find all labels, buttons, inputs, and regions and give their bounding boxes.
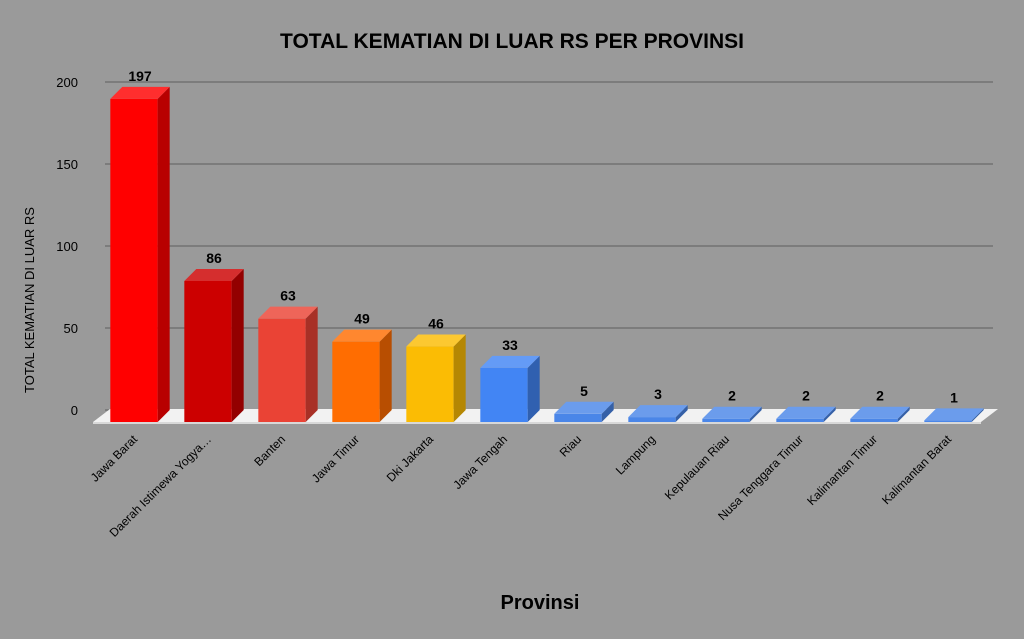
bar-front — [702, 418, 750, 422]
x-tick-label: Lampung — [613, 432, 658, 477]
bar-top — [110, 86, 170, 99]
bar — [258, 306, 318, 422]
bar-side — [601, 401, 614, 422]
y-tick-label: 50 — [64, 321, 78, 336]
chart-floor — [93, 409, 998, 424]
data-label: 5 — [580, 383, 588, 399]
x-tick-label: Nusa Tenggara Timur — [715, 432, 806, 523]
x-tick-label: Jawa Barat — [88, 432, 141, 485]
data-label: 63 — [280, 288, 296, 304]
data-label: 2 — [802, 388, 810, 404]
data-label: 2 — [728, 388, 736, 404]
bar — [850, 406, 910, 422]
bar-top — [628, 405, 688, 418]
chart-title: TOTAL KEMATIAN DI LUAR RS PER PROVINSI — [280, 30, 744, 53]
y-tick-label: 150 — [56, 157, 78, 172]
bar — [332, 329, 392, 422]
bar-top — [480, 355, 540, 368]
bar — [110, 86, 170, 423]
y-axis-label: TOTAL KEMATIAN DI LUAR RS — [22, 207, 37, 393]
y-axis-ticks: 0 50 100 150 200 — [56, 75, 78, 418]
x-tick-label: Kepulauan Riau — [662, 432, 732, 502]
bar-front — [332, 341, 380, 422]
data-label: 1 — [950, 389, 958, 405]
bars — [110, 86, 984, 423]
bar-front — [258, 318, 306, 422]
y-tick-label: 200 — [56, 75, 78, 90]
bar-top — [406, 334, 466, 347]
bar-side — [379, 329, 392, 422]
data-label: 46 — [428, 316, 444, 332]
floor-edge — [93, 422, 981, 424]
bar-front — [406, 346, 454, 422]
bar-front — [554, 413, 602, 422]
x-tick-label: Jawa Timur — [309, 432, 362, 485]
bar — [924, 408, 984, 422]
bar — [628, 405, 688, 422]
x-tick-label: Kalimantan Barat — [879, 432, 954, 507]
bar-top — [184, 268, 244, 281]
bar-front — [850, 418, 898, 422]
x-tick-label: Jawa Tengah — [450, 432, 510, 492]
data-labels: 197 86 63 49 46 33 5 3 2 2 2 1 — [128, 68, 958, 405]
bar-side — [157, 86, 170, 423]
bar-front — [776, 418, 824, 422]
data-label: 49 — [354, 311, 370, 327]
floor-top — [93, 409, 998, 422]
y-tick-label: 0 — [71, 403, 78, 418]
data-label: 33 — [502, 337, 518, 353]
data-label: 197 — [128, 68, 152, 84]
x-tick-label: Banten — [251, 432, 288, 469]
bar-top — [850, 406, 910, 419]
bar-front — [184, 280, 232, 422]
data-label: 2 — [876, 388, 884, 404]
bar-side — [749, 406, 762, 422]
bar — [406, 334, 466, 422]
x-tick-label: Kalimantan Timur — [804, 432, 880, 508]
bar-side — [897, 406, 910, 422]
bar-top — [702, 406, 762, 419]
bar-side — [675, 405, 688, 422]
bar — [480, 355, 540, 422]
bar — [554, 401, 614, 422]
bar-side — [231, 268, 244, 422]
bar-front — [628, 417, 676, 422]
data-label: 3 — [654, 386, 662, 402]
bar-top — [554, 401, 614, 414]
x-tick-label: Riau — [557, 432, 584, 459]
bar-side — [305, 306, 318, 422]
bar — [776, 406, 836, 422]
bar-top — [924, 408, 984, 421]
bar-side — [823, 406, 836, 422]
bar-front — [480, 367, 528, 422]
bar-side — [453, 334, 466, 422]
bar-side — [527, 355, 540, 422]
bar-top — [332, 329, 392, 342]
x-axis-label: Provinsi — [501, 592, 580, 614]
bar-front — [110, 98, 158, 423]
bar — [702, 406, 762, 422]
data-label: 86 — [206, 250, 222, 266]
bar-top — [258, 306, 318, 319]
bar — [184, 268, 244, 422]
y-tick-label: 100 — [56, 239, 78, 254]
x-tick-label: Dki Jakarta — [384, 432, 437, 485]
bar-side — [971, 408, 984, 422]
bar-front — [924, 420, 972, 422]
bar-top — [776, 406, 836, 419]
